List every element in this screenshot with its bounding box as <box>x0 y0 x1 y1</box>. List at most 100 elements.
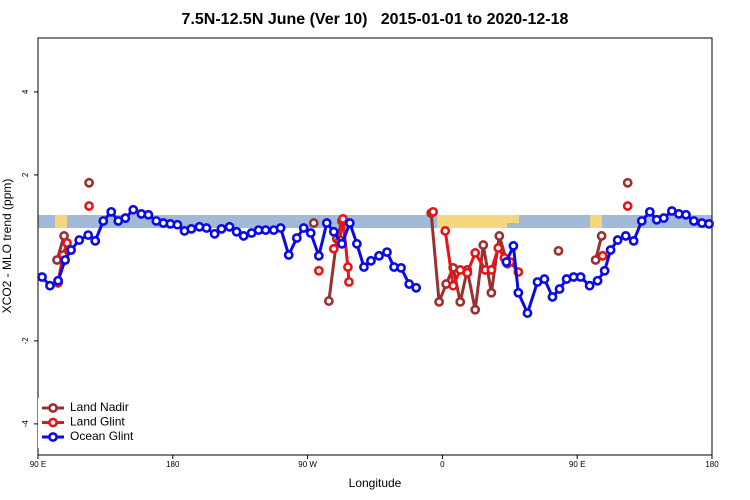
x-tick-label: 90 E <box>569 460 585 469</box>
legend-marker <box>48 432 58 442</box>
point <box>84 177 94 188</box>
x-tick-label: 90 W <box>298 460 317 469</box>
point <box>305 228 316 238</box>
legend-marker <box>48 417 58 428</box>
legend-text: Ocean Glint <box>70 429 134 443</box>
point <box>404 279 415 289</box>
point <box>486 287 497 298</box>
point <box>83 230 94 240</box>
chart-title: 7.5N-12.5N June (Ver 10) 2015-01-01 to 2… <box>182 11 569 28</box>
point <box>283 250 294 260</box>
point <box>201 223 212 233</box>
point <box>291 233 302 243</box>
point <box>260 225 271 236</box>
point <box>628 235 639 246</box>
point <box>128 204 139 215</box>
point <box>74 235 85 245</box>
point <box>143 209 154 220</box>
point <box>681 209 691 220</box>
point <box>605 245 616 255</box>
x-tick-label: 180 <box>166 460 180 469</box>
point <box>328 226 339 237</box>
point <box>658 213 669 223</box>
point <box>321 218 332 228</box>
point <box>494 231 505 241</box>
point <box>351 238 362 249</box>
y-tick-label: 2 <box>21 172 30 177</box>
plot-frame <box>37 37 713 456</box>
point <box>448 280 459 291</box>
y-tick-label: -4 <box>21 420 30 428</box>
point <box>462 267 473 278</box>
point <box>84 201 94 211</box>
point <box>313 265 324 276</box>
point <box>596 231 607 241</box>
point <box>45 280 55 291</box>
point <box>60 255 71 265</box>
point <box>66 245 77 255</box>
point <box>231 226 242 237</box>
point <box>374 250 384 261</box>
y-tick-label: 4 <box>21 89 30 94</box>
point <box>224 221 235 232</box>
point <box>90 235 101 246</box>
point <box>522 308 533 318</box>
point <box>336 238 347 249</box>
point <box>120 213 131 223</box>
point <box>470 304 481 315</box>
land-band <box>590 215 602 228</box>
point <box>612 235 623 245</box>
point <box>275 223 286 233</box>
point <box>597 250 608 261</box>
point <box>554 284 565 294</box>
point <box>411 282 422 293</box>
point <box>37 272 47 282</box>
point <box>508 240 519 251</box>
point <box>62 238 72 248</box>
x-tick-label: 0 <box>440 460 445 469</box>
point <box>688 216 699 226</box>
point <box>53 275 63 286</box>
point <box>342 262 353 272</box>
point <box>440 226 451 236</box>
point <box>323 296 334 306</box>
point <box>547 292 558 302</box>
point <box>584 280 595 291</box>
point <box>539 274 550 284</box>
point <box>428 206 439 217</box>
point <box>382 247 392 258</box>
point <box>328 243 339 254</box>
legend-text: Land Nadir <box>70 400 129 414</box>
point <box>338 214 348 224</box>
land-band <box>437 215 507 228</box>
point <box>622 201 633 211</box>
point <box>590 255 601 265</box>
point <box>592 275 603 286</box>
y-axis-label: XCO2 - MLO trend (ppm) <box>0 179 14 314</box>
point <box>704 218 714 229</box>
x-tick-label: 180 <box>705 460 719 469</box>
point <box>98 216 109 226</box>
point <box>501 257 512 267</box>
y-tick-label: -2 <box>21 337 30 345</box>
point <box>238 231 249 241</box>
point <box>308 218 319 228</box>
point <box>644 206 655 217</box>
point <box>434 296 445 307</box>
point <box>313 250 324 261</box>
land-band <box>507 215 519 223</box>
point <box>470 248 481 258</box>
point <box>344 218 355 228</box>
point <box>298 223 309 233</box>
point <box>620 231 631 241</box>
point <box>599 265 610 276</box>
point <box>636 216 647 226</box>
point <box>216 223 227 234</box>
legend-text: Land Glint <box>70 415 125 429</box>
point <box>359 262 369 272</box>
point <box>106 206 117 217</box>
point <box>344 277 354 287</box>
land-band <box>55 215 67 228</box>
